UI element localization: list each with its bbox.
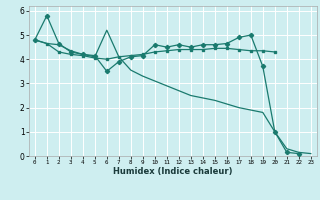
X-axis label: Humidex (Indice chaleur): Humidex (Indice chaleur)	[113, 167, 233, 176]
